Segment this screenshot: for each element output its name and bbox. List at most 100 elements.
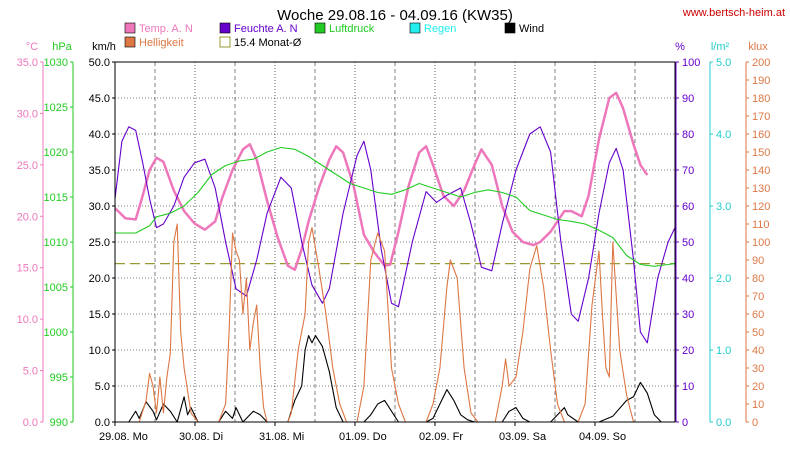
rain-tick-label: 1.0 xyxy=(716,345,731,357)
humidity-tick-label: 100 xyxy=(682,57,700,69)
legend-label: Regen xyxy=(424,23,456,35)
x-tick-label: 02.09. Fr xyxy=(419,431,463,443)
pressure-tick-label: 1010 xyxy=(44,237,68,249)
light-tick-label: 170 xyxy=(752,111,770,123)
light-axis-unit: klux xyxy=(748,41,768,53)
temp-axis-unit: °C xyxy=(26,41,38,53)
wind-tick-label: 15.0 xyxy=(89,309,110,321)
legend-swatch xyxy=(219,22,231,34)
x-tick-label: 01.09. Do xyxy=(339,431,387,443)
light-tick-label: 70 xyxy=(752,291,764,303)
light-tick-label: 10 xyxy=(752,399,764,411)
temp-tick-label: 35.0 xyxy=(17,57,38,69)
pressure-tick-label: 1020 xyxy=(44,147,68,159)
humidity-tick-label: 70 xyxy=(682,165,694,177)
x-tick-label: 04.09. So xyxy=(579,431,626,443)
light-tick-label: 30 xyxy=(752,363,764,375)
x-tick-label: 03.09. Sa xyxy=(499,431,547,443)
pressure-tick-label: 995 xyxy=(50,372,68,384)
legend-swatch xyxy=(504,22,516,34)
light-tick-label: 0 xyxy=(752,417,758,429)
light-tick-label: 160 xyxy=(752,129,770,141)
x-axis: 29.08. Mo 30.08. Di 31.08. Mi 01.09. Do 02.0… xyxy=(99,422,626,443)
light-tick-label: 150 xyxy=(752,147,770,159)
temp-tick-label: 0.0 xyxy=(23,417,38,429)
wind-tick-label: 20.0 xyxy=(89,273,110,285)
humidity-tick-label: 10 xyxy=(682,381,694,393)
series-layer xyxy=(114,91,676,423)
legend-label: Helligkeit xyxy=(139,37,184,49)
day-dividers xyxy=(154,62,636,422)
legend-swatch xyxy=(124,36,136,48)
light-tick-label: 50 xyxy=(752,327,764,339)
temp-tick-label: 25.0 xyxy=(17,160,38,172)
pressure-tick-label: 1030 xyxy=(44,57,68,69)
wind-tick-label: 40.0 xyxy=(89,129,110,141)
humidity-tick-label: 40 xyxy=(682,273,694,285)
rain-tick-label: 3.0 xyxy=(716,201,731,213)
wind-axis-unit: km/h xyxy=(92,41,116,53)
wind-tick-label: 45.0 xyxy=(89,93,110,105)
temp-tick-label: 30.0 xyxy=(17,108,38,120)
pressure-tick-label: 1000 xyxy=(44,327,68,339)
light-tick-label: 120 xyxy=(752,201,770,213)
legend-label: Wind xyxy=(519,23,544,35)
humidity-tick-label: 20 xyxy=(682,345,694,357)
x-tick-label: 29.08. Mo xyxy=(99,431,148,443)
light-tick-label: 40 xyxy=(752,345,764,357)
light-tick-label: 80 xyxy=(752,273,764,285)
wind-tick-label: 25.0 xyxy=(89,237,110,249)
temp-tick-label: 20.0 xyxy=(17,211,38,223)
light-tick-label: 20 xyxy=(752,381,764,393)
humidity-axis-unit: % xyxy=(675,41,685,53)
pressure-tick-label: 1025 xyxy=(44,102,68,114)
humidity-tick-label: 30 xyxy=(682,309,694,321)
rain-tick-label: 0.0 xyxy=(716,417,731,429)
series-line-temp-a-n xyxy=(114,91,649,272)
legend-label: Feuchte A. N xyxy=(234,23,298,35)
humidity-tick-label: 90 xyxy=(682,93,694,105)
light-tick-label: 90 xyxy=(752,255,764,267)
source-url: www.bertsch-heim.at xyxy=(682,7,785,19)
light-tick-label: 190 xyxy=(752,75,770,87)
series-line-luftdruck xyxy=(115,146,676,267)
left-axes: °C 0.0 5.0 10.0 15.0 20.0 25.0 30.0 35.0 hPa 990 99… xyxy=(17,41,116,429)
temp-tick-label: 15.0 xyxy=(17,263,38,275)
legend-label: 15.4 Monat-Ø xyxy=(234,37,302,49)
light-tick-label: 180 xyxy=(752,93,770,105)
chart-title: Woche 29.08.16 - 04.09.16 (KW35) xyxy=(277,7,513,24)
right-axes: %0102030405060708090100l/m²0.01.02.03.04… xyxy=(675,41,770,429)
humidity-tick-label: 80 xyxy=(682,129,694,141)
legend-swatch xyxy=(124,22,136,34)
wind-tick-label: 0.0 xyxy=(95,417,110,429)
light-tick-label: 140 xyxy=(752,165,770,177)
x-tick-label: 30.08. Di xyxy=(179,431,223,443)
rain-axis-unit: l/m² xyxy=(711,41,730,53)
wind-tick-label: 10.0 xyxy=(89,345,110,357)
humidity-tick-label: 50 xyxy=(682,237,694,249)
pressure-axis-unit: hPa xyxy=(52,41,72,53)
rain-tick-label: 5.0 xyxy=(716,57,731,69)
rain-tick-label: 4.0 xyxy=(716,129,731,141)
temp-tick-label: 5.0 xyxy=(23,366,38,378)
legend-swatch xyxy=(219,36,231,48)
wind-tick-label: 30.0 xyxy=(89,201,110,213)
legend-label: Temp. A. N xyxy=(139,23,193,35)
legend-swatch xyxy=(409,22,421,34)
humidity-tick-label: 60 xyxy=(682,201,694,213)
wind-tick-label: 50.0 xyxy=(89,57,110,69)
temp-tick-label: 10.0 xyxy=(17,314,38,326)
legend-swatch xyxy=(314,22,326,34)
x-tick-label: 31.08. Mi xyxy=(259,431,304,443)
light-tick-label: 60 xyxy=(752,309,764,321)
humidity-tick-label: 0 xyxy=(682,417,688,429)
pressure-tick-label: 990 xyxy=(50,417,68,429)
pressure-tick-label: 1015 xyxy=(44,192,68,204)
rain-tick-label: 2.0 xyxy=(716,273,731,285)
light-tick-label: 100 xyxy=(752,237,770,249)
light-tick-label: 200 xyxy=(752,57,770,69)
light-tick-label: 110 xyxy=(752,219,770,231)
pressure-tick-label: 1005 xyxy=(44,282,68,294)
light-tick-label: 130 xyxy=(752,183,770,195)
